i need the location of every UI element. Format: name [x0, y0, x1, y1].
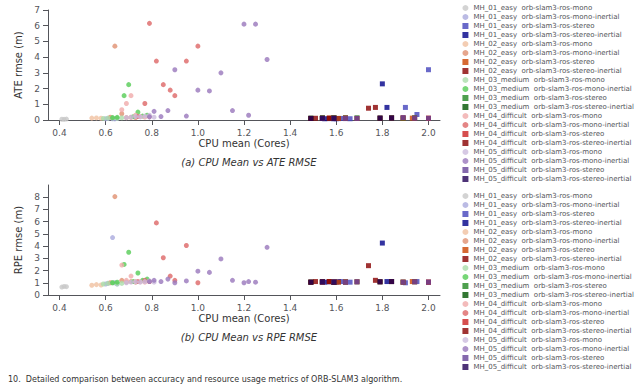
svg-text:MH_03_medium orb-slam3-ros-st: MH_03_medium orb-slam3-ros-stereo-inerti… — [473, 103, 634, 111]
svg-text:MH_05_difficult orb-slam3-ros: MH_05_difficult orb-slam3-ros-stereo-ine… — [473, 175, 631, 183]
svg-text:5: 5 — [34, 229, 40, 239]
svg-text:CPU mean (Cores): CPU mean (Cores) — [198, 138, 289, 149]
svg-text:1.8: 1.8 — [375, 128, 390, 138]
svg-text:MH_03_medium orb-slam3-ros-mo: MH_03_medium orb-slam3-ros-mono-inertial — [473, 85, 631, 93]
svg-text:1.6: 1.6 — [329, 303, 344, 313]
svg-text:MH_05_difficult orb-slam3-ros: MH_05_difficult orb-slam3-ros-mono — [473, 148, 602, 156]
svg-text:MH_05_difficult orb-slam3-ros: MH_05_difficult orb-slam3-ros-mono — [473, 336, 602, 344]
svg-text:MH_02_easy orb-slam3-ros-ster: MH_02_easy orb-slam3-ros-stereo — [473, 58, 594, 66]
svg-text:0.8: 0.8 — [145, 128, 160, 138]
svg-text:RPE rmse (m): RPE rmse (m) — [13, 206, 24, 274]
svg-text:MH_02_easy orb-slam3-ros-ster: MH_02_easy orb-slam3-ros-stereo-inertial — [473, 255, 621, 263]
svg-text:1.2: 1.2 — [237, 303, 251, 313]
svg-text:MH_01_easy orb-slam3-ros-ster: MH_01_easy orb-slam3-ros-stereo — [473, 210, 594, 218]
svg-text:MH_05_difficult orb-slam3-ros: MH_05_difficult orb-slam3-ros-mono-inert… — [473, 345, 629, 353]
svg-text:2.0: 2.0 — [421, 128, 436, 138]
svg-text:3: 3 — [34, 68, 40, 78]
svg-text:1.0: 1.0 — [191, 128, 206, 138]
svg-text:MH_02_easy orb-slam3-ros-mono: MH_02_easy orb-slam3-ros-mono-inertial — [473, 49, 619, 57]
svg-text:MH_02_easy orb-slam3-ros-mono: MH_02_easy orb-slam3-ros-mono-inertial — [473, 237, 619, 245]
svg-text:1.2: 1.2 — [237, 128, 251, 138]
svg-text:2.0: 2.0 — [421, 303, 436, 313]
svg-text:1.4: 1.4 — [283, 303, 298, 313]
svg-text:0.4: 0.4 — [52, 128, 67, 138]
svg-text:3: 3 — [34, 253, 40, 263]
svg-text:7: 7 — [34, 204, 40, 214]
svg-text:MH_02_easy orb-slam3-ros-ster: MH_02_easy orb-slam3-ros-stereo — [473, 246, 594, 254]
svg-text:0.8: 0.8 — [145, 303, 160, 313]
svg-text:MH_03_medium orb-slam3-ros-mo: MH_03_medium orb-slam3-ros-mono — [473, 264, 604, 272]
svg-text:MH_01_easy orb-slam3-ros-mono: MH_01_easy orb-slam3-ros-mono-inertial — [473, 13, 619, 21]
svg-text:CPU mean (Cores): CPU mean (Cores) — [198, 313, 289, 324]
svg-text:MH_01_easy orb-slam3-ros-ster: MH_01_easy orb-slam3-ros-stereo-inertial — [473, 31, 621, 39]
svg-text:1: 1 — [34, 99, 40, 109]
svg-text:2: 2 — [34, 84, 40, 94]
svg-text:0.4: 0.4 — [52, 303, 67, 313]
svg-text:ATE rmse (m): ATE rmse (m) — [13, 31, 24, 99]
svg-text:MH_01_easy orb-slam3-ros-ster: MH_01_easy orb-slam3-ros-stereo-inertial — [473, 219, 621, 227]
svg-text:MH_03_medium orb-slam3-ros-st: MH_03_medium orb-slam3-ros-stereo — [473, 282, 606, 290]
svg-text:MH_02_easy orb-slam3-ros-ster: MH_02_easy orb-slam3-ros-stereo-inertial — [473, 67, 621, 75]
svg-text:MH_04_difficult orb-slam3-ros: MH_04_difficult orb-slam3-ros-mono-inert… — [473, 121, 629, 129]
svg-text:10. Detailed comparison betwe: 10. Detailed comparison between accuracy… — [8, 375, 402, 384]
svg-text:MH_03_medium orb-slam3-ros-mo: MH_03_medium orb-slam3-ros-mono — [473, 76, 604, 84]
svg-text:MH_01_easy orb-slam3-ros-mono: MH_01_easy orb-slam3-ros-mono — [473, 192, 592, 200]
svg-text:MH_05_difficult orb-slam3-ros: MH_05_difficult orb-slam3-ros-mono-inert… — [473, 157, 629, 165]
svg-text:0: 0 — [34, 290, 40, 300]
svg-text:1: 1 — [34, 278, 40, 288]
svg-text:1.4: 1.4 — [283, 128, 298, 138]
svg-text:0: 0 — [34, 115, 40, 125]
svg-text:MH_04_difficult orb-slam3-ros: MH_04_difficult orb-slam3-ros-stereo — [473, 318, 604, 326]
svg-text:MH_05_difficult orb-slam3-ros: MH_05_difficult orb-slam3-ros-stereo — [473, 354, 604, 362]
svg-text:MH_05_difficult orb-slam3-ros: MH_05_difficult orb-slam3-ros-stereo — [473, 166, 604, 174]
svg-text:MH_04_difficult orb-slam3-ros: MH_04_difficult orb-slam3-ros-stereo-ine… — [473, 327, 631, 335]
svg-text:1.8: 1.8 — [375, 303, 390, 313]
svg-text:(b) CPU Mean vs RPE RMSE: (b) CPU Mean vs RPE RMSE — [181, 332, 318, 343]
svg-text:MH_04_difficult orb-slam3-ros: MH_04_difficult orb-slam3-ros-mono — [473, 112, 602, 120]
svg-text:MH_02_easy orb-slam3-ros-mono: MH_02_easy orb-slam3-ros-mono — [473, 40, 592, 48]
svg-text:MH_01_easy orb-slam3-ros-mono: MH_01_easy orb-slam3-ros-mono — [473, 4, 592, 12]
svg-text:MH_04_difficult orb-slam3-ros: MH_04_difficult orb-slam3-ros-mono — [473, 300, 602, 308]
svg-text:MH_01_easy orb-slam3-ros-ster: MH_01_easy orb-slam3-ros-stereo — [473, 22, 594, 30]
svg-text:2: 2 — [34, 266, 40, 276]
svg-text:0.6: 0.6 — [98, 128, 113, 138]
svg-text:0.6: 0.6 — [98, 303, 113, 313]
svg-text:5: 5 — [34, 36, 40, 46]
svg-text:MH_04_difficult orb-slam3-ros: MH_04_difficult orb-slam3-ros-mono-inert… — [473, 309, 629, 317]
svg-text:MH_02_easy orb-slam3-ros-mono: MH_02_easy orb-slam3-ros-mono — [473, 228, 592, 236]
svg-text:8: 8 — [34, 192, 40, 202]
svg-text:MH_04_difficult orb-slam3-ros: MH_04_difficult orb-slam3-ros-stereo — [473, 130, 604, 138]
svg-text:MH_04_difficult orb-slam3-ros: MH_04_difficult orb-slam3-ros-stereo-ine… — [473, 139, 631, 147]
svg-text:1.6: 1.6 — [329, 128, 344, 138]
svg-text:7: 7 — [34, 5, 40, 15]
svg-text:4: 4 — [34, 52, 40, 62]
svg-text:6: 6 — [34, 217, 40, 227]
svg-text:MH_05_difficult orb-slam3-ros: MH_05_difficult orb-slam3-ros-stereo-ine… — [473, 363, 631, 371]
svg-text:MH_01_easy orb-slam3-ros-mono: MH_01_easy orb-slam3-ros-mono-inertial — [473, 201, 619, 209]
svg-text:1.0: 1.0 — [191, 303, 206, 313]
svg-text:4: 4 — [34, 241, 40, 251]
svg-text:MH_03_medium orb-slam3-ros-mo: MH_03_medium orb-slam3-ros-mono-inertial — [473, 273, 631, 281]
svg-text:(a) CPU Mean vs ATE RMSE: (a) CPU Mean vs ATE RMSE — [181, 157, 317, 168]
svg-text:MH_03_medium orb-slam3-ros-st: MH_03_medium orb-slam3-ros-stereo — [473, 94, 606, 102]
svg-text:6: 6 — [34, 21, 40, 31]
svg-text:MH_03_medium orb-slam3-ros-st: MH_03_medium orb-slam3-ros-stereo-inerti… — [473, 291, 634, 299]
